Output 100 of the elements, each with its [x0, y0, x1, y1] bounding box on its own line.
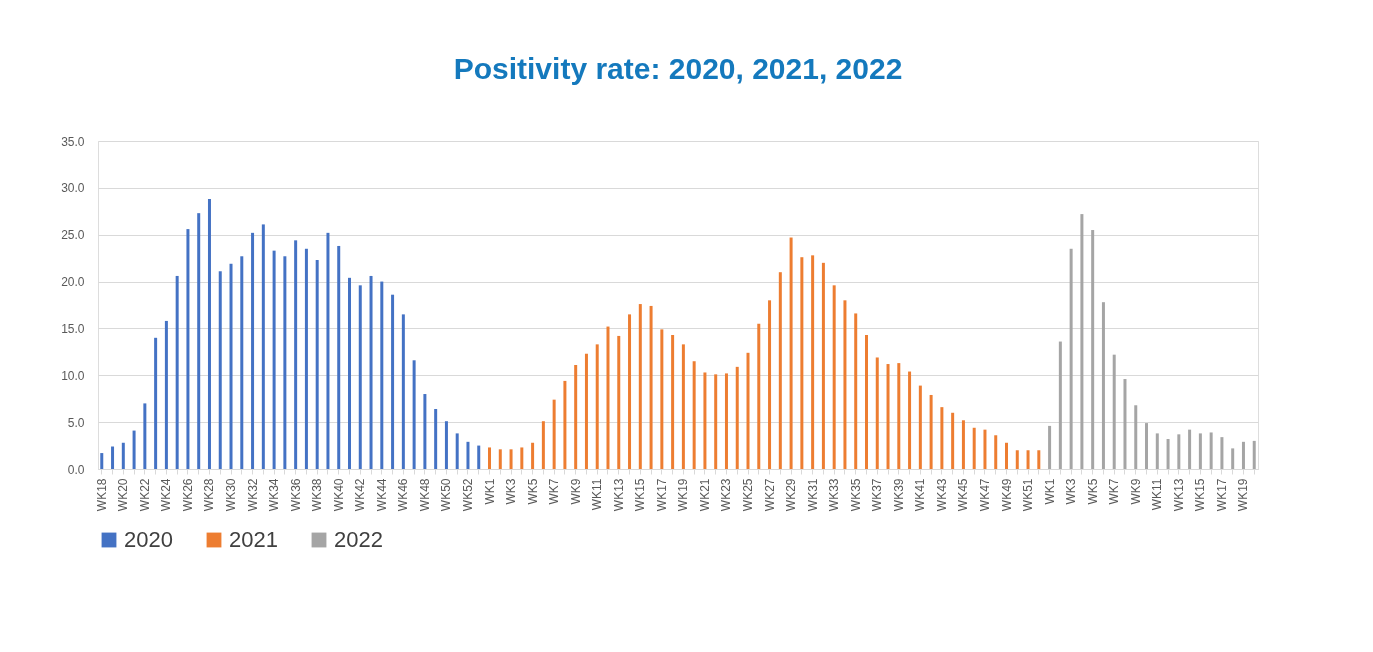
bar	[423, 394, 427, 469]
x-tick-label: WK13	[611, 478, 626, 512]
bar	[477, 445, 481, 469]
bar	[778, 272, 782, 469]
bar	[757, 323, 761, 469]
bar	[606, 326, 610, 469]
bar	[1015, 450, 1019, 469]
bar	[1101, 302, 1105, 469]
bar	[444, 421, 448, 469]
bar	[1037, 450, 1041, 469]
x-tick-label: WK11	[1150, 478, 1165, 511]
bar	[1177, 434, 1181, 469]
bar	[498, 449, 502, 469]
bar	[1123, 379, 1127, 469]
bar	[628, 314, 632, 469]
bar	[186, 229, 190, 469]
bar	[940, 407, 944, 469]
bar	[692, 361, 696, 469]
bar	[1252, 440, 1256, 469]
x-tick-label: WK30	[224, 478, 239, 512]
bar	[326, 232, 330, 469]
bar	[218, 271, 222, 469]
x-tick-label: WK52	[460, 478, 475, 512]
bar	[175, 275, 179, 469]
bar	[789, 237, 793, 469]
bar	[1166, 439, 1170, 469]
bar	[584, 353, 588, 469]
x-tick-label: WK28	[202, 478, 217, 512]
bar	[1209, 432, 1213, 469]
bar	[972, 427, 976, 469]
bar	[800, 257, 804, 469]
x-tick-label: WK44	[374, 478, 389, 512]
x-tick-label: WK27	[762, 478, 777, 512]
x-tick-label: WK48	[417, 478, 432, 512]
bar	[154, 337, 158, 469]
x-tick-label: WK38	[310, 478, 325, 512]
bar	[100, 453, 104, 469]
bar	[1091, 230, 1095, 469]
bar	[1026, 450, 1030, 469]
bar	[304, 248, 308, 469]
x-tick-label: WK41	[913, 478, 928, 512]
x-tick-label: WK49	[999, 478, 1014, 512]
x-tick-label: WK19	[1236, 478, 1251, 512]
bar	[638, 304, 642, 469]
bar	[132, 430, 136, 469]
x-tick-label: WK33	[827, 478, 842, 512]
bar	[929, 394, 933, 469]
bar	[843, 300, 847, 469]
x-tick-label: WK17	[654, 478, 669, 512]
x-tick-label: WK21	[697, 478, 712, 512]
bar	[1005, 442, 1009, 469]
bar	[681, 344, 685, 469]
bar	[1058, 341, 1062, 469]
bar	[1220, 437, 1224, 469]
x-tick-label: WK26	[180, 478, 195, 512]
bar	[261, 224, 265, 469]
x-tick-label: WK9	[568, 478, 583, 505]
bar	[412, 360, 416, 469]
bar	[509, 449, 513, 469]
x-tick-label: WK36	[288, 478, 303, 512]
bar	[143, 403, 147, 469]
bar	[595, 344, 599, 469]
bar	[391, 294, 395, 469]
x-tick-label: WK20	[116, 478, 131, 512]
bar	[541, 421, 545, 469]
bar	[768, 300, 772, 469]
x-tick-label: WK1	[482, 478, 497, 505]
x-tick-label: WK3	[1064, 478, 1079, 505]
bar	[369, 275, 373, 469]
x-tick-label: WK7	[1107, 478, 1122, 505]
chart-title: Positivity rate: 2020, 2021, 2022	[453, 52, 903, 85]
x-tick-label: WK35	[848, 478, 863, 512]
x-tick-label: WK5	[525, 478, 540, 505]
bar	[714, 374, 718, 469]
x-tick-label: WK25	[741, 478, 756, 512]
x-tick-label: WK23	[719, 478, 734, 512]
x-tick-label: WK22	[137, 478, 152, 512]
x-tick-label: WK29	[784, 478, 799, 512]
y-tick-label: 25.0	[61, 228, 85, 243]
bar	[380, 281, 384, 469]
bar	[1241, 441, 1245, 469]
x-tick-label: WK34	[267, 478, 282, 512]
bar	[994, 435, 998, 469]
bar	[918, 385, 922, 469]
x-tick-label: WK24	[159, 478, 174, 512]
bar	[272, 250, 276, 469]
bar	[854, 313, 858, 469]
bar	[434, 409, 438, 469]
x-tick-label: WK5	[1085, 478, 1100, 505]
bar	[347, 277, 351, 469]
x-tick-label: WK17	[1214, 478, 1229, 512]
bar	[197, 213, 201, 469]
bar	[1145, 423, 1149, 469]
bar	[617, 335, 621, 469]
x-tick-label: WK45	[956, 478, 971, 512]
y-tick-label: 15.0	[61, 321, 85, 336]
bar	[552, 399, 556, 469]
bar	[1155, 433, 1159, 469]
bar	[983, 429, 987, 469]
x-tick-label: WK47	[977, 478, 992, 512]
